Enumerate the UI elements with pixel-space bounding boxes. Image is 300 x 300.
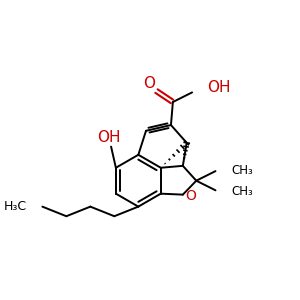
Text: H₃C: H₃C	[4, 200, 27, 213]
Text: OH: OH	[207, 80, 231, 95]
Text: OH: OH	[98, 130, 121, 145]
Text: O: O	[143, 76, 155, 91]
Text: CH₃: CH₃	[232, 164, 254, 177]
Text: CH₃: CH₃	[232, 185, 254, 198]
Text: O: O	[185, 189, 196, 202]
